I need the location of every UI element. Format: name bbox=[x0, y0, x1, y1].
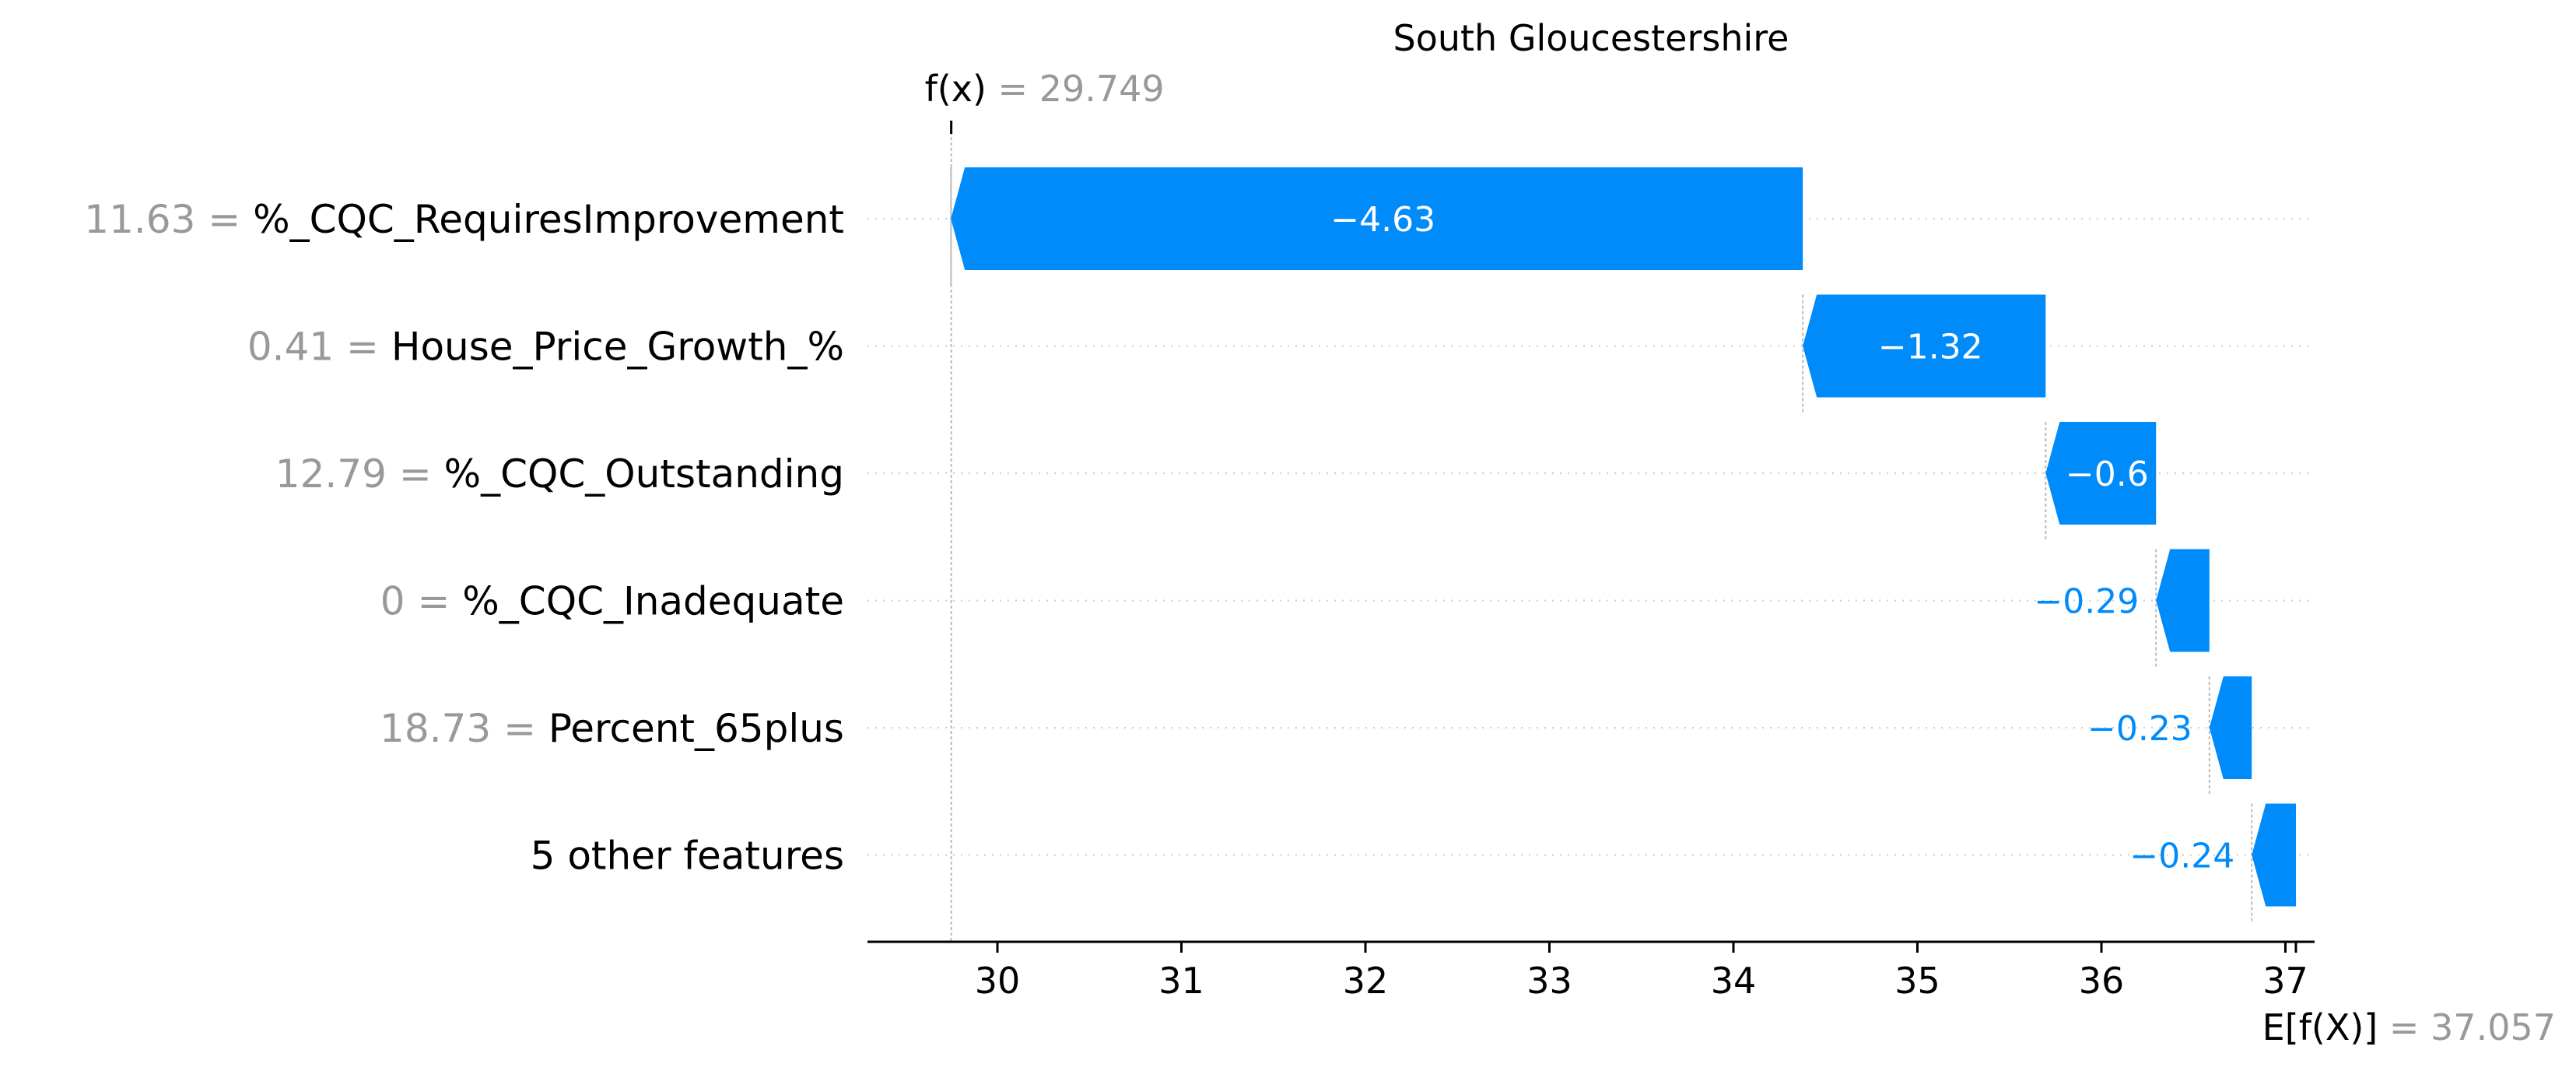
bar-value-label: −0.23 bbox=[2087, 709, 2192, 749]
fx-label: f(x) = 29.749 bbox=[925, 68, 1165, 110]
connector-lines bbox=[950, 121, 2253, 942]
x-tick-label: 35 bbox=[1894, 960, 1940, 1002]
bars bbox=[951, 167, 2296, 907]
fx-annotation: f(x) = 29.749 bbox=[925, 68, 1165, 110]
feature-label: 0 = %_CQC_Inadequate bbox=[380, 579, 844, 624]
feature-value: 18.73 = bbox=[380, 706, 548, 751]
waterfall-bar bbox=[2252, 803, 2296, 907]
bar-value-label: −1.32 bbox=[1878, 328, 1983, 367]
grid-lines bbox=[867, 218, 2315, 856]
chart-title: South Gloucestershire bbox=[1393, 17, 1789, 59]
feature-label: 12.79 = %_CQC_Outstanding bbox=[275, 451, 844, 497]
x-tick-label: 34 bbox=[1711, 960, 1757, 1002]
feature-value: 0.41 = bbox=[247, 325, 391, 370]
feature-label: 0.41 = House_Price_Growth_% bbox=[247, 325, 844, 370]
feature-name: %_CQC_Outstanding bbox=[444, 451, 844, 497]
feature-label: 18.73 = Percent_65plus bbox=[380, 706, 844, 751]
feature-name: %_CQC_Inadequate bbox=[462, 579, 844, 624]
x-tick-label: 33 bbox=[1526, 960, 1572, 1002]
feature-name: 5 other features bbox=[531, 834, 844, 879]
expected-label: E[f(X)] = 37.057 bbox=[2262, 1006, 2556, 1048]
waterfall-bar bbox=[2156, 549, 2210, 652]
waterfall-bar bbox=[2045, 422, 2157, 525]
feature-name: Percent_65plus bbox=[548, 706, 844, 751]
feature-labels: −4.63 11.63 = %_CQC_RequiresImprovement −1… bbox=[84, 197, 2234, 879]
x-axis: 30 31 32 33 34 35 36 37 bbox=[867, 121, 2315, 1002]
x-tick-label: 36 bbox=[2079, 960, 2125, 1002]
feature-name: House_Price_Growth_% bbox=[391, 325, 844, 370]
waterfall-bar bbox=[2209, 676, 2252, 779]
bar-value-label: −0.6 bbox=[2066, 455, 2149, 494]
feature-label: 11.63 = %_CQC_RequiresImprovement bbox=[84, 197, 844, 242]
bar-value-label: −0.29 bbox=[2034, 582, 2139, 622]
expected-value-annotation: E[f(X)] = 37.057 bbox=[2262, 1006, 2556, 1048]
bar-value-label: −4.63 bbox=[1330, 200, 1435, 240]
x-tick-label: 30 bbox=[975, 960, 1021, 1002]
feature-name: %_CQC_RequiresImprovement bbox=[253, 197, 844, 242]
feature-value: 0 = bbox=[380, 579, 463, 624]
x-tick-label: 31 bbox=[1158, 960, 1204, 1002]
waterfall-bar bbox=[951, 167, 1803, 270]
waterfall-bar bbox=[1803, 294, 2046, 398]
feature-value: 12.79 = bbox=[275, 451, 444, 497]
x-tick-label: 32 bbox=[1343, 960, 1389, 1002]
bar-value-label: −0.24 bbox=[2129, 837, 2234, 876]
feature-label: 5 other features bbox=[531, 834, 844, 879]
feature-value: 11.63 = bbox=[84, 197, 253, 242]
x-tick-label: 37 bbox=[2262, 960, 2308, 1002]
